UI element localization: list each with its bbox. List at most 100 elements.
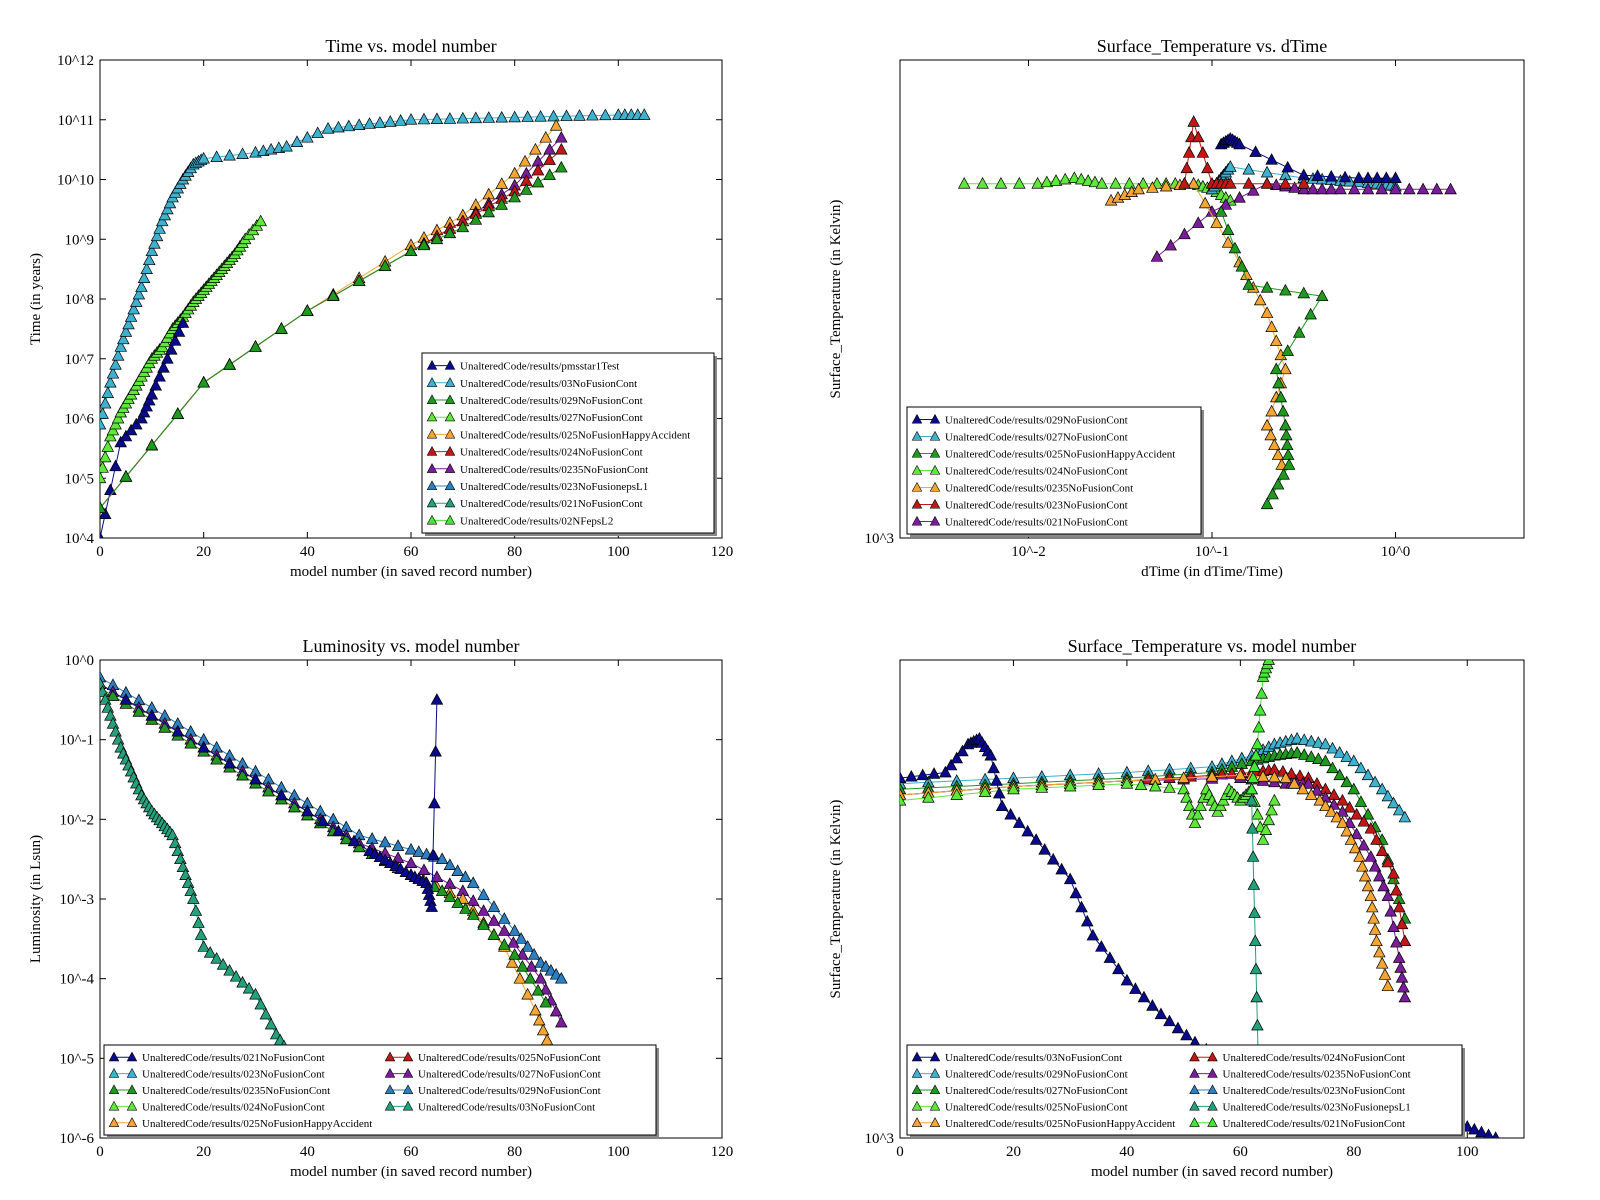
series-marker bbox=[1340, 824, 1354, 837]
series-marker bbox=[197, 740, 210, 753]
series-marker bbox=[104, 429, 117, 442]
series-marker bbox=[137, 271, 151, 283]
series-marker bbox=[100, 677, 107, 689]
series-marker bbox=[192, 916, 205, 928]
series-marker bbox=[119, 325, 133, 337]
series-marker bbox=[100, 685, 109, 697]
series-marker bbox=[1398, 934, 1412, 947]
series-marker bbox=[1224, 176, 1237, 189]
series-marker bbox=[1249, 748, 1263, 761]
series-marker bbox=[332, 120, 345, 133]
series-marker bbox=[435, 884, 449, 896]
series-marker bbox=[994, 176, 1008, 189]
series-marker bbox=[1354, 761, 1368, 774]
series-marker bbox=[1249, 962, 1263, 975]
series-marker bbox=[352, 118, 366, 130]
series-marker bbox=[1279, 362, 1292, 375]
legend-swatch-marker bbox=[1189, 1117, 1200, 1127]
series-marker bbox=[404, 113, 418, 125]
series-marker bbox=[1245, 782, 1258, 795]
legend-entry: UnalteredCode/results/024NoFusionCont bbox=[945, 466, 1128, 478]
series-marker bbox=[223, 963, 236, 976]
series-marker bbox=[1081, 174, 1095, 186]
series-marker bbox=[543, 153, 556, 165]
x-axis-label: model number (in saved record number) bbox=[290, 1164, 532, 1180]
legend-swatch-marker bbox=[426, 445, 438, 456]
series-marker bbox=[1468, 1122, 1481, 1135]
series-marker bbox=[555, 971, 568, 984]
series-marker bbox=[1235, 259, 1249, 272]
series-marker bbox=[194, 928, 208, 940]
series-marker bbox=[311, 126, 324, 139]
series-marker bbox=[1262, 660, 1276, 665]
series-marker bbox=[1205, 769, 1219, 782]
series-marker bbox=[487, 914, 501, 926]
series-marker bbox=[1395, 917, 1409, 930]
series-marker bbox=[378, 259, 392, 271]
legend-entry: UnalteredCode/results/02NFepsL2 bbox=[460, 515, 613, 527]
series-marker bbox=[140, 399, 153, 412]
series-marker bbox=[1387, 920, 1400, 932]
series-marker bbox=[197, 151, 210, 164]
series-marker bbox=[443, 890, 457, 902]
series-marker bbox=[1352, 171, 1366, 183]
legend-swatch-marker bbox=[108, 1051, 120, 1062]
legend-entry: UnalteredCode/results/024NoFusionCont bbox=[1223, 1052, 1406, 1064]
series-marker bbox=[957, 176, 971, 189]
series-marker bbox=[428, 796, 441, 809]
x-tick-label: 120 bbox=[711, 1144, 734, 1160]
series-marker bbox=[1154, 1007, 1168, 1020]
series-marker bbox=[1268, 438, 1281, 451]
series-marker bbox=[1260, 418, 1274, 431]
legend-entry: UnalteredCode/results/024NoFusionCont bbox=[142, 1101, 325, 1113]
series-marker bbox=[1177, 771, 1190, 783]
series-group bbox=[100, 670, 568, 1064]
series-marker bbox=[1310, 784, 1324, 796]
series-marker bbox=[536, 1023, 550, 1036]
series-marker bbox=[1334, 182, 1347, 195]
legend-swatch-marker bbox=[911, 1067, 923, 1078]
series-marker bbox=[111, 411, 125, 424]
legend-swatch-marker bbox=[426, 428, 438, 439]
series-marker bbox=[1279, 771, 1293, 783]
legend-swatch-marker bbox=[929, 430, 941, 441]
y-axis-label: Surface_Temperature (in Kelvin) bbox=[828, 200, 844, 399]
legend-swatch-marker bbox=[402, 1067, 414, 1078]
legend-entry: UnalteredCode/results/021NoFusionCont bbox=[945, 517, 1128, 529]
x-tick-label: 0 bbox=[96, 544, 104, 560]
series-marker bbox=[1375, 956, 1389, 969]
series-marker bbox=[129, 295, 143, 307]
series-marker bbox=[1343, 800, 1356, 813]
series-marker bbox=[1375, 782, 1389, 795]
series-marker bbox=[1287, 776, 1301, 789]
series-marker bbox=[1178, 176, 1191, 189]
series-marker bbox=[1242, 162, 1255, 175]
series-marker bbox=[1347, 182, 1361, 195]
y-tick-label: 10^-3 bbox=[59, 892, 94, 908]
series-marker bbox=[1214, 205, 1228, 217]
series-marker bbox=[978, 785, 992, 798]
series-marker bbox=[900, 771, 907, 783]
y-tick-label: 10^3 bbox=[864, 531, 894, 547]
series-marker bbox=[145, 438, 159, 451]
series-marker bbox=[534, 971, 547, 984]
series-marker bbox=[189, 904, 203, 916]
series-marker bbox=[1297, 286, 1311, 299]
series-marker bbox=[1282, 458, 1296, 470]
series-marker bbox=[100, 471, 107, 484]
series-marker bbox=[1242, 278, 1255, 290]
series-marker bbox=[137, 405, 151, 418]
series-marker bbox=[262, 784, 275, 797]
series-marker bbox=[1247, 184, 1260, 196]
x-tick-label: 100 bbox=[607, 544, 630, 560]
series-marker bbox=[987, 761, 1000, 774]
series-marker bbox=[1361, 879, 1375, 892]
x-axis-label: dTime (in dTime/Time) bbox=[1141, 564, 1283, 580]
series-marker bbox=[210, 952, 223, 964]
series-marker bbox=[1311, 169, 1324, 181]
y-tick-label: 10^6 bbox=[64, 412, 94, 428]
series-marker bbox=[1296, 782, 1310, 795]
legend-entry: UnalteredCode/results/029NoFusionCont bbox=[945, 415, 1128, 427]
series-marker bbox=[153, 369, 166, 382]
